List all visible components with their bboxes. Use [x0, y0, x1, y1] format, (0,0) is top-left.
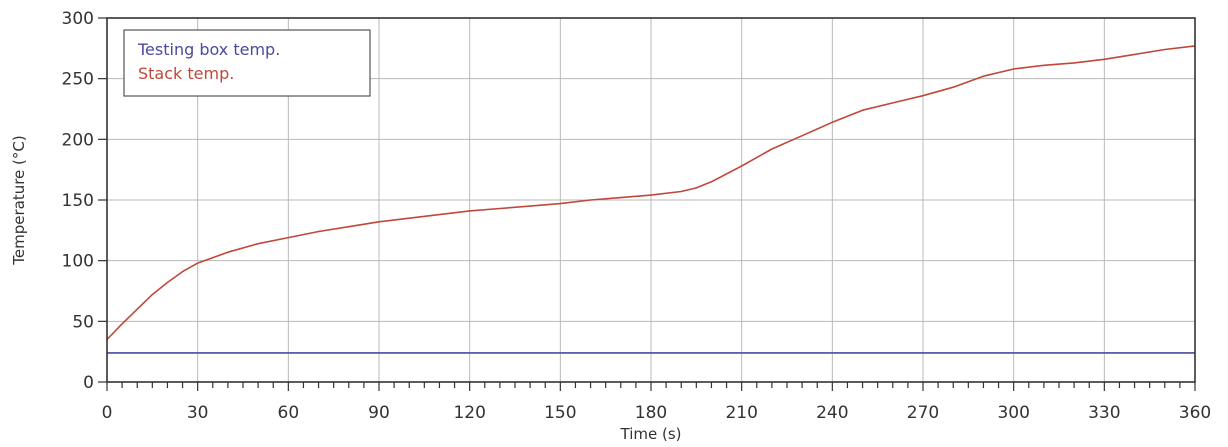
legend-entry-stack: Stack temp.: [138, 64, 234, 83]
x-tick-label: 330: [1088, 403, 1120, 423]
x-tick-label: 0: [102, 403, 113, 423]
x-tick-label: 90: [368, 403, 390, 423]
y-axis-title: Temperature (°C): [10, 135, 28, 265]
tick-labels: 0 30 60 90 120 150 180 210 240 270 300 330 360 0 50 100…: [62, 9, 1212, 423]
y-tick-label: 300: [62, 9, 94, 29]
legend-box: [123, 29, 371, 97]
x-tick-label: 150: [544, 403, 576, 423]
axis-ticks: [98, 17, 1196, 391]
x-axis-title: Time (s): [620, 425, 682, 443]
series-lines: [106, 45, 1196, 354]
series-line-stack-temp: [106, 45, 1196, 341]
y-tick-label: 150: [62, 191, 94, 211]
x-tick-label: 30: [187, 403, 209, 423]
plot-frame: [106, 17, 1196, 383]
legend: Testing box temp. Stack temp.: [123, 29, 371, 97]
x-tick-label: 60: [278, 403, 300, 423]
y-tick-label: 200: [62, 130, 94, 150]
x-tick-label: 240: [816, 403, 848, 423]
x-tick-label: 360: [1179, 403, 1211, 423]
x-tick-label: 210: [725, 403, 757, 423]
x-tick-label: 180: [635, 403, 667, 423]
y-tick-label: 0: [83, 373, 94, 393]
x-tick-label: 270: [907, 403, 939, 423]
y-tick-label: 250: [62, 70, 94, 90]
x-tick-label: 300: [997, 403, 1029, 423]
legend-entry-testing-box: Testing box temp.: [137, 40, 280, 59]
x-tick-label: 120: [453, 403, 485, 423]
y-tick-label: 50: [72, 312, 94, 332]
y-tick-label: 100: [62, 252, 94, 272]
